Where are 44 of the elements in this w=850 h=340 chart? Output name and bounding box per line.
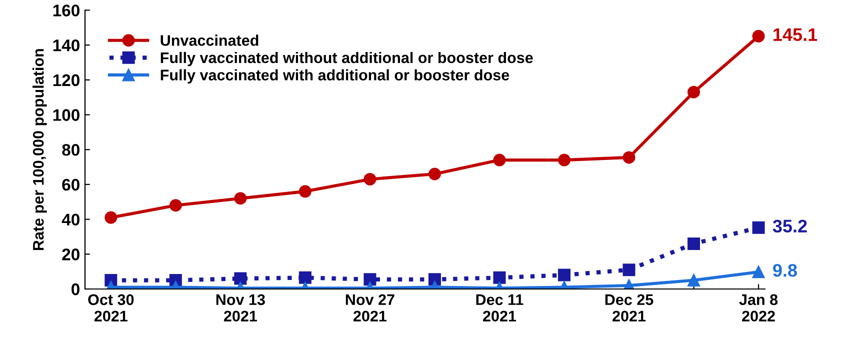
- legend-label: Unvaccinated: [160, 34, 258, 46]
- point: [752, 30, 765, 42]
- point: [364, 273, 376, 286]
- legend-label: Fully vaccinated with additional or booster dose: [160, 69, 510, 84]
- y-tick-label: 0: [72, 283, 80, 296]
- point: [104, 211, 118, 224]
- point: [688, 86, 700, 98]
- point: [752, 221, 765, 234]
- point: [493, 154, 506, 166]
- point: [622, 264, 636, 276]
- y-tick-label: 40: [62, 214, 80, 226]
- point: [169, 199, 182, 212]
- point: [298, 271, 312, 284]
- point: [752, 266, 765, 278]
- legend-label: Fully vaccinated without additional or booster dose: [160, 52, 533, 66]
- y-tick-label: 140: [53, 39, 80, 52]
- point: [428, 273, 441, 286]
- point: [558, 268, 570, 282]
- data-label: 145.1: [774, 28, 818, 42]
- point: [234, 272, 247, 285]
- y-axis-title: Rate per 100,000 population: [32, 49, 47, 250]
- x-tick-label: Dec 25 2021: [605, 294, 654, 322]
- x-tick-label: Oct 30 2021: [88, 294, 134, 322]
- y-tick-label: 100: [53, 109, 80, 121]
- y-tick-label: 60: [62, 178, 80, 191]
- y-tick-label: 20: [62, 248, 80, 260]
- x-tick-label: Nov 27 2021: [346, 294, 394, 322]
- point: [428, 168, 441, 180]
- x-tick-label: Jan 8 2022: [739, 294, 778, 322]
- point: [493, 271, 506, 284]
- y-tick-label: 80: [62, 144, 80, 156]
- data-label: 9.8: [773, 264, 797, 277]
- y-tick-label: 120: [53, 74, 80, 86]
- point: [622, 151, 636, 164]
- data-label: 35.2: [772, 220, 807, 233]
- x-tick-label: Nov 13 2021: [216, 294, 265, 322]
- x-tick-label: Dec 11 2021: [476, 294, 524, 322]
- point: [688, 237, 700, 250]
- point: [558, 154, 570, 166]
- point: [364, 172, 376, 186]
- point: [298, 185, 312, 198]
- point: [688, 274, 700, 287]
- y-tick-label: 160: [53, 4, 80, 16]
- point: [234, 192, 247, 205]
